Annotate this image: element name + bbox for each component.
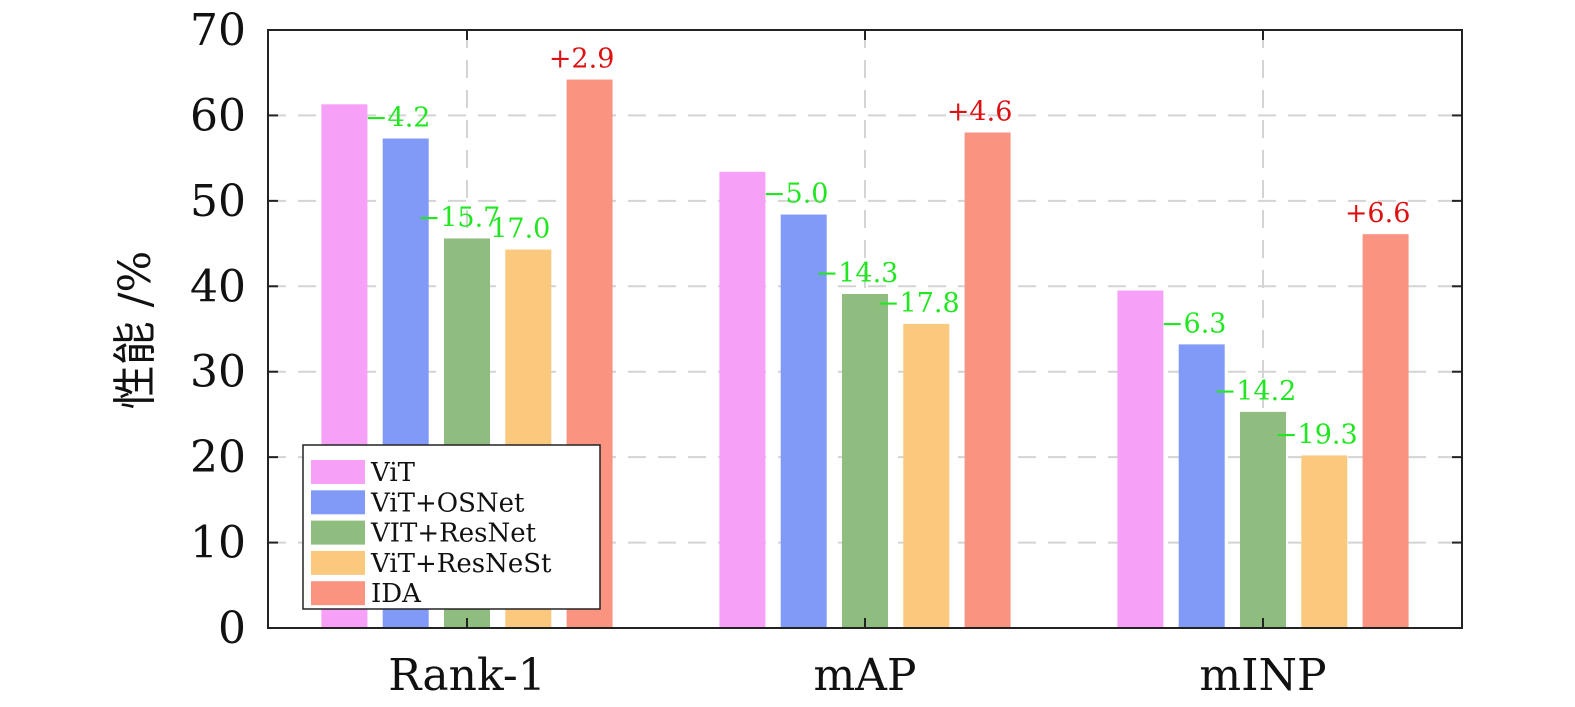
x-tick-label: mINP <box>1199 650 1326 701</box>
y-tick-label: 50 <box>190 176 246 227</box>
bar <box>780 214 827 629</box>
y-axis-label: 性能 /% <box>110 251 161 410</box>
bar <box>1362 234 1409 628</box>
delta-labels: −4.2 −15.717.0 +2.9 −5.0 −14.3−17.8 +4.6 −6.3 −… <box>365 44 1410 451</box>
delta-label: −6.3 <box>1161 308 1227 339</box>
y-tick-label: 20 <box>190 432 246 483</box>
delta-label: −19.3 <box>1275 419 1358 450</box>
legend-swatch <box>311 581 365 606</box>
ticks: 0 10 20 30 40 50 60 70 Rank-1 mAP mINP <box>190 5 1462 701</box>
bar <box>719 171 766 628</box>
delta-label: −15.7 <box>418 202 501 233</box>
bar <box>1117 290 1164 628</box>
y-tick-label: 10 <box>190 518 246 569</box>
y-tick-label: 40 <box>190 261 246 312</box>
legend-swatch <box>311 520 365 545</box>
delta-label: −5.0 <box>763 179 829 210</box>
y-tick-label: 70 <box>190 5 246 56</box>
bar <box>1178 344 1225 628</box>
delta-label: −17.8 <box>877 288 960 319</box>
legend-label: IDA <box>371 579 422 609</box>
delta-label: 17.0 <box>490 214 550 245</box>
delta-label: +6.6 <box>1345 198 1411 229</box>
delta-label: +4.6 <box>947 97 1013 128</box>
legend-label: ViT+OSNet <box>370 488 525 518</box>
legend-label: ViT <box>370 458 416 488</box>
x-tick-label: Rank-1 <box>388 650 545 701</box>
x-tick-label: mAP <box>813 650 916 701</box>
delta-label: +2.9 <box>549 44 615 75</box>
bar <box>964 132 1011 628</box>
bar <box>842 293 888 628</box>
legend-swatch <box>311 550 365 575</box>
bar <box>903 323 950 628</box>
legend-label: VIT+ResNet <box>370 519 537 549</box>
delta-label: −4.2 <box>365 102 431 133</box>
bar <box>1240 411 1286 628</box>
bar <box>1301 455 1348 628</box>
delta-label: −14.3 <box>816 258 899 289</box>
y-tick-label: 0 <box>218 603 246 654</box>
y-tick-label: 30 <box>190 347 246 398</box>
y-tick-label: 60 <box>190 90 246 141</box>
delta-label: −14.2 <box>1214 376 1297 407</box>
legend-swatch <box>311 460 365 484</box>
legend-swatch <box>311 490 365 515</box>
legend-label: ViT+ResNeSt <box>370 549 552 579</box>
